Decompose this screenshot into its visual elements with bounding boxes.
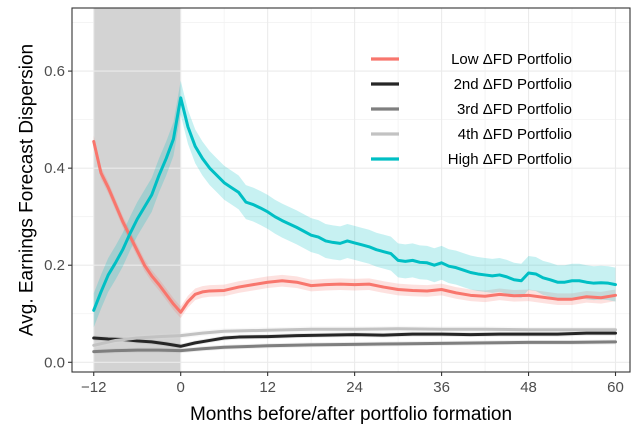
y-tick-label: 0.0 [44, 354, 65, 371]
series-line-4 [92, 327, 618, 347]
y-tick-label: 0.2 [44, 257, 65, 274]
y-axis-title: Avg. Earnings Forecast Dispersion [17, 44, 38, 336]
x-tick-label: 0 [177, 379, 185, 396]
y-tick-label: 0.6 [44, 63, 65, 80]
y-tick-label: 0.4 [44, 160, 65, 177]
x-tick-label: 24 [346, 379, 363, 396]
legend-label-2: 2nd ΔFD Portfolio [454, 76, 572, 93]
plot-border [71, 7, 631, 373]
grid-major [72, 8, 630, 372]
x-tick-label: −12 [81, 379, 106, 396]
x-tick-label: 36 [433, 379, 450, 396]
series-line-3 [92, 340, 618, 354]
x-axis: −12 0 12 24 36 48 60 [81, 372, 624, 396]
x-tick-label: 12 [259, 379, 276, 396]
x-tick-label: 48 [520, 379, 537, 396]
legend-label-1: Low ΔFD Portfolio [451, 51, 572, 68]
series-line-1 [92, 139, 618, 314]
legend-label-3: 3rd ΔFD Portfolio [457, 101, 572, 118]
confidence-band-5 [93, 80, 616, 328]
legend: Low ΔFD Portfolio 2nd ΔFD Portfolio 3rd ΔF… [371, 51, 572, 168]
series-line-5 [92, 96, 618, 312]
x-tick-label: 60 [607, 379, 624, 396]
legend-label-5: High ΔFD Portfolio [448, 151, 572, 168]
y-axis: 0.0 0.2 0.4 0.6 [44, 63, 72, 371]
x-axis-title: Months before/after portfolio formation [190, 404, 512, 425]
series-line-2 [92, 331, 618, 348]
legend-label-4: 4th ΔFD Portfolio [458, 126, 572, 143]
series-lines [92, 96, 618, 354]
